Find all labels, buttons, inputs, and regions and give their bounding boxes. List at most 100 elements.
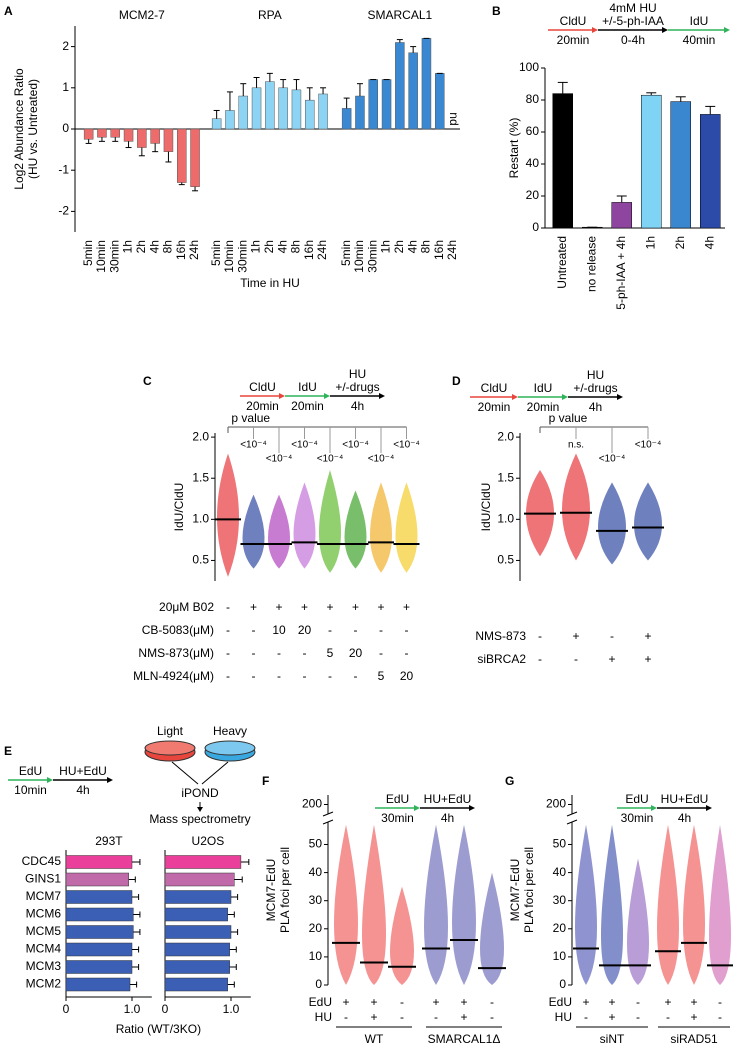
condition-label: NMS-873(μM) (138, 646, 214, 660)
condition-value: - (400, 995, 404, 1009)
bar (164, 907, 228, 922)
condition-value: + (608, 652, 615, 666)
panel-letter: D (452, 374, 461, 388)
condition-value: - (490, 995, 494, 1009)
diagram-label: Light (157, 724, 184, 738)
panel-letter: B (492, 4, 501, 18)
condition-label: 20μM B02 (159, 600, 214, 614)
y-tick-label: 50 (309, 837, 323, 851)
bar (552, 93, 573, 229)
x-tick-label: 2h (673, 236, 687, 249)
data-cloud (217, 453, 239, 577)
y-tick-label: 200 (546, 797, 566, 811)
protocol-time: 20min (478, 400, 511, 414)
condition-value: - (718, 1010, 722, 1024)
group-label: SMARCAL1Δ (428, 1032, 501, 1046)
protocol-label: +/-drugs (573, 381, 617, 395)
bar (265, 81, 275, 130)
bar (408, 52, 418, 130)
group-label: RPA (258, 8, 282, 22)
condition-value: - (636, 995, 640, 1009)
data-cloud (334, 824, 358, 985)
protocol-arrow-head (562, 394, 568, 400)
condition-value: 10 (272, 623, 286, 637)
x-tick-label: 1h (643, 236, 657, 249)
x-tick-label: 0 (162, 1002, 169, 1016)
panel-letter: G (505, 774, 514, 788)
x-tick-label: 5min (339, 240, 353, 266)
axis-break (566, 819, 578, 825)
condition-value: + (326, 600, 333, 614)
x-tick-label: 10min (222, 240, 236, 273)
condition-value: - (328, 623, 332, 637)
y-tick-label: 60 (526, 124, 540, 138)
data-cloud (601, 824, 623, 985)
condition-value: + (644, 652, 651, 666)
p-value: <10⁻⁴ (393, 440, 420, 451)
x-tick-label: 24h (315, 240, 329, 260)
condition-value: - (252, 646, 256, 660)
condition-value: - (354, 669, 358, 683)
y-tick-label: 20 (309, 921, 323, 935)
group-label: WT (365, 1032, 384, 1046)
condition-value: - (328, 669, 332, 683)
bar (355, 95, 365, 130)
protocol-time: 4h (678, 811, 691, 825)
y-tick-label: 30 (309, 893, 323, 907)
condition-label: NMS-873 (475, 629, 526, 643)
x-axis-label: Ratio (WT/3KO) (116, 1022, 201, 1036)
condition-value: + (370, 995, 377, 1009)
x-tick-label: 8h (419, 240, 433, 253)
condition-value: 5 (378, 669, 385, 683)
data-cloud (390, 886, 414, 985)
protocol-label: CldU (249, 380, 276, 394)
y-tick-label: 1.0 (497, 512, 514, 526)
y-axis-label: MCM7-EdU (264, 859, 278, 922)
y-tick-label: 40 (309, 865, 323, 879)
group-label: siNT (600, 1032, 625, 1046)
bar (611, 202, 632, 229)
protocol-time: 10min (14, 783, 47, 797)
p-value: <10⁻⁴ (317, 454, 344, 465)
y-tick-label: 2.0 (192, 429, 209, 443)
condition-value: 20 (349, 646, 363, 660)
y-tick-label: -1 (58, 162, 69, 176)
y-tick-label: 40 (553, 865, 567, 879)
condition-value: - (434, 1010, 438, 1024)
protocol-label: IdU (690, 14, 709, 28)
y-tick-label: MCM7 (26, 889, 62, 903)
bar (65, 977, 131, 992)
condition-value: + (460, 995, 467, 1009)
data-cloud (424, 824, 448, 985)
y-tick-label: 2 (62, 39, 69, 53)
data-cloud (683, 824, 705, 985)
x-tick-label: 16h (432, 240, 446, 260)
x-tick-label: 1.0 (223, 1002, 240, 1016)
condition-label: EdU (549, 995, 572, 1009)
condition-value: + (582, 995, 589, 1009)
protocol-arrow-head (592, 27, 598, 33)
panel-letter: A (4, 4, 13, 18)
diagram-arrow-head (197, 807, 203, 812)
condition-value: - (226, 623, 230, 637)
bar (341, 108, 352, 130)
condition-value: - (252, 669, 256, 683)
bar (211, 118, 222, 130)
y-tick-label: 10 (309, 949, 323, 963)
y-tick-label: 20 (553, 921, 567, 935)
axis-break (322, 819, 334, 825)
protocol-time: 20min (246, 399, 279, 413)
y-tick-label: GINS1 (25, 872, 61, 886)
bar (421, 38, 432, 130)
protocol-label: HU+EdU (59, 764, 107, 778)
x-tick-label: 0 (63, 1002, 70, 1016)
data-cloud (634, 482, 662, 561)
x-tick-label: 8h (289, 240, 303, 253)
axis-break (322, 811, 334, 817)
x-tick-label: 8h (161, 240, 175, 253)
data-cloud (480, 872, 504, 985)
bar (163, 128, 174, 152)
x-tick-label: 4h (702, 236, 716, 249)
x-tick-label: 4h (275, 240, 289, 253)
